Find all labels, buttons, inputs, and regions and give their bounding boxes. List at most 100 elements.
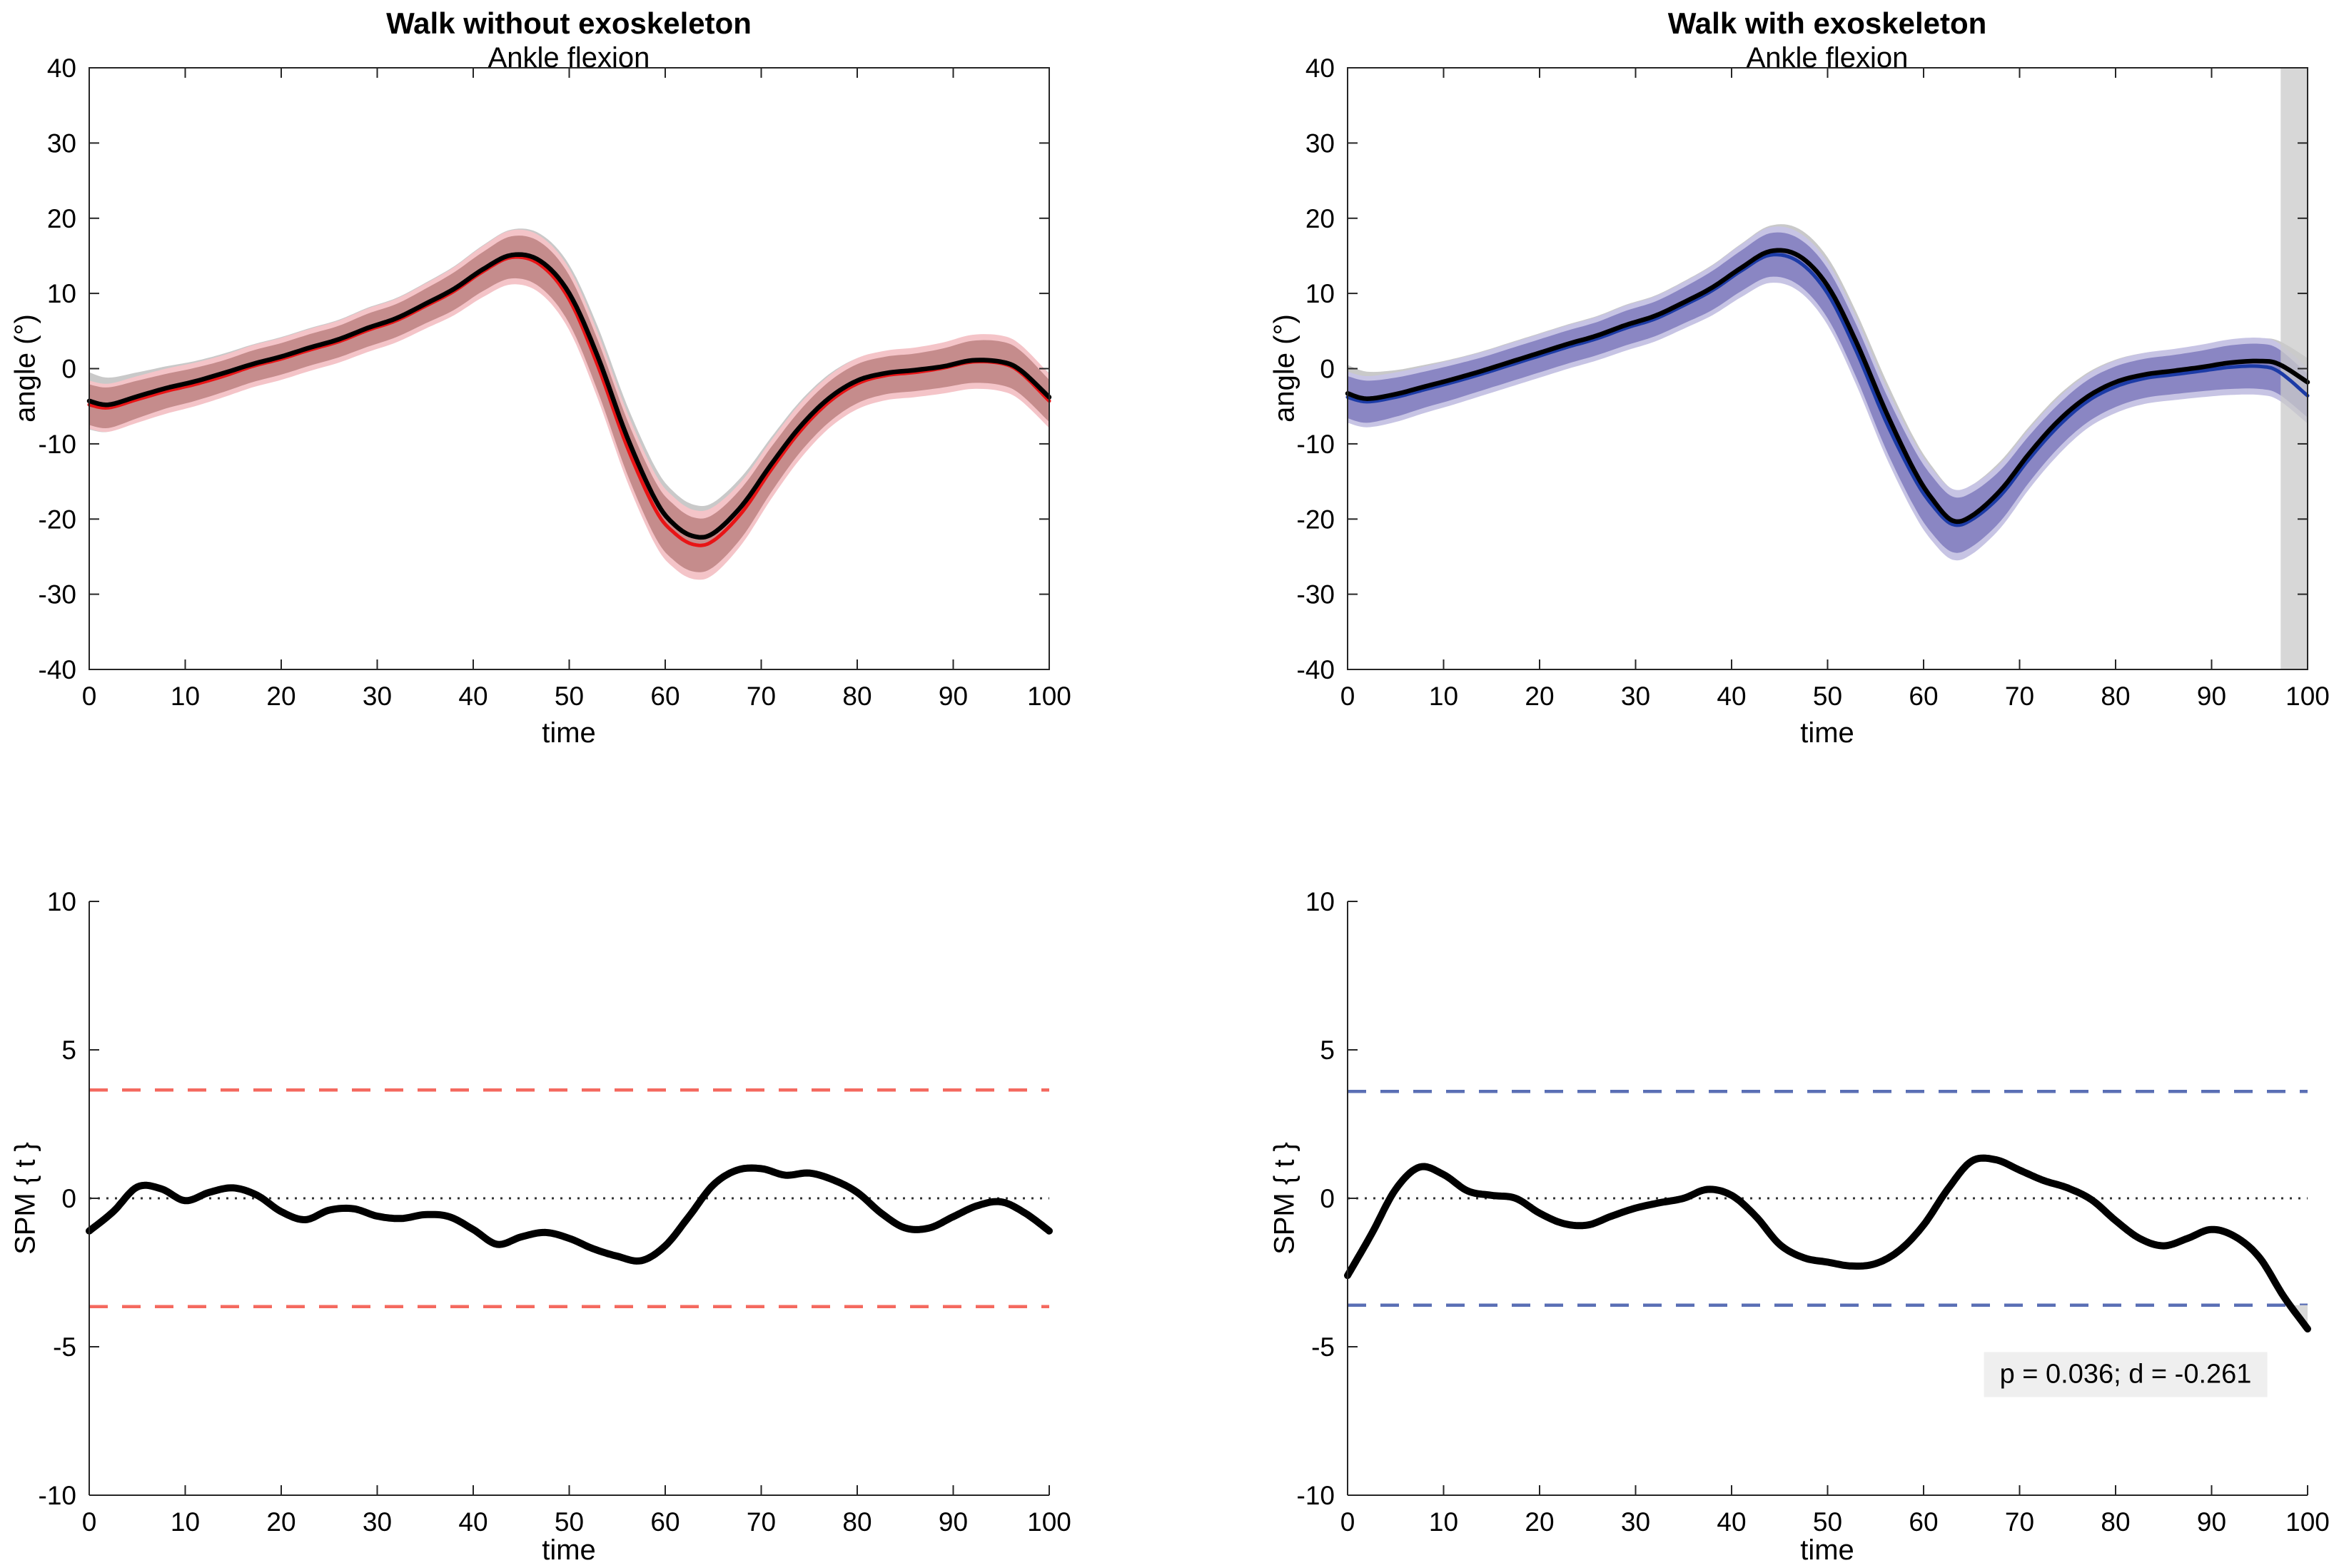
x-tick-label: 40 bbox=[1717, 1507, 1746, 1537]
y-tick-label: 30 bbox=[47, 128, 76, 158]
subplot-angle-without-exo: 0 10 20 30 40 50 60 70 80 90 100 -40 -30 -20 -10 0 10 20 3… bbox=[39, 54, 1071, 711]
x-tick-label: 100 bbox=[1027, 682, 1071, 711]
y-tick-label: 0 bbox=[61, 355, 76, 384]
x-tick-label: 0 bbox=[1340, 682, 1355, 711]
y-tick-label: 10 bbox=[47, 279, 76, 308]
x-tick-label: 80 bbox=[842, 682, 872, 711]
y-tick-label: -40 bbox=[1297, 655, 1335, 684]
x-tick-label: 70 bbox=[2005, 1507, 2034, 1537]
x-tick-label: 30 bbox=[363, 1507, 392, 1537]
x-tick-label: 40 bbox=[458, 1507, 487, 1537]
y-axis-label: SPM { t } bbox=[9, 1142, 41, 1255]
x-tick-label: 90 bbox=[2197, 1507, 2226, 1537]
mean-line-condition bbox=[1345, 253, 2310, 527]
y-tick-label: 10 bbox=[47, 887, 76, 916]
x-tick-label: 70 bbox=[747, 1507, 776, 1537]
subplot-spm-with-exo: 0 10 20 30 40 50 60 70 80 90 100 -10 -5 0 5 10 bbox=[1297, 887, 2330, 1537]
y-tick-label: -30 bbox=[1297, 580, 1335, 610]
plot-title: Walk with exoskeleton bbox=[1667, 6, 1987, 40]
y-tick-label: 0 bbox=[1320, 1184, 1335, 1213]
x-tick-label: 40 bbox=[1717, 682, 1746, 711]
y-tick-label: 40 bbox=[1305, 54, 1335, 83]
y-tick-label: 10 bbox=[1305, 279, 1335, 308]
mean-line-black bbox=[86, 252, 1052, 540]
x-tick-label: 70 bbox=[747, 682, 776, 711]
x-tick-label: 20 bbox=[1525, 1507, 1554, 1537]
x-tick-label: 10 bbox=[1429, 682, 1458, 711]
x-tick-label: 60 bbox=[1909, 682, 1938, 711]
confidence-band bbox=[89, 236, 1049, 572]
x-tick-label: 90 bbox=[2197, 682, 2226, 711]
y-axis-label: angle (°) bbox=[9, 314, 41, 423]
x-tick-label: 60 bbox=[650, 682, 680, 711]
spm-t-curve bbox=[1344, 1154, 2311, 1332]
p-value-annotation: p = 0.036; d = -0.261 bbox=[1984, 1352, 2268, 1397]
x-tick-label: 100 bbox=[1027, 1507, 1071, 1537]
y-tick-label: -5 bbox=[1311, 1332, 1335, 1362]
y-tick-label: -10 bbox=[39, 430, 76, 459]
mean-line-black bbox=[1345, 248, 2310, 525]
plot-title: Walk without exoskeleton bbox=[386, 6, 752, 40]
x-tick-label: 40 bbox=[458, 682, 487, 711]
x-tick-label: 0 bbox=[82, 682, 97, 711]
y-tick-label: 30 bbox=[1305, 128, 1335, 158]
x-tick-label: 30 bbox=[363, 682, 392, 711]
x-tick-label: 50 bbox=[1813, 1507, 1842, 1537]
y-tick-label: -30 bbox=[39, 580, 76, 610]
y-tick-label: -10 bbox=[1297, 430, 1335, 459]
x-tick-label: 100 bbox=[2285, 1507, 2330, 1537]
y-axis-label: SPM { t } bbox=[1268, 1142, 1300, 1255]
y-tick-label: 20 bbox=[1305, 204, 1335, 233]
x-tick-label: 0 bbox=[1340, 1507, 1355, 1537]
mean-line-condition bbox=[87, 255, 1051, 547]
x-tick-label: 0 bbox=[82, 1507, 97, 1537]
x-tick-label: 10 bbox=[171, 1507, 200, 1537]
x-tick-label: 10 bbox=[171, 682, 200, 711]
x-tick-label: 10 bbox=[1429, 1507, 1458, 1537]
x-tick-label: 90 bbox=[939, 1507, 968, 1537]
y-tick-label: 0 bbox=[1320, 355, 1335, 384]
x-tick-label: 50 bbox=[1813, 682, 1842, 711]
x-tick-label: 60 bbox=[650, 1507, 680, 1537]
y-tick-label: 20 bbox=[47, 204, 76, 233]
title-right: Walk with exoskeleton Ankle flexion bbox=[1668, 6, 1987, 74]
spm-t-curve bbox=[86, 1164, 1053, 1265]
y-axis-label: angle (°) bbox=[1268, 314, 1300, 423]
x-tick-label: 90 bbox=[939, 682, 968, 711]
x-axis-label: time bbox=[1800, 717, 1854, 749]
y-tick-label: -40 bbox=[39, 655, 76, 684]
x-tick-label: 60 bbox=[1909, 1507, 1938, 1537]
title-left: Walk without exoskeleton Ankle flexion bbox=[386, 6, 752, 74]
y-tick-label: 5 bbox=[1320, 1036, 1335, 1065]
plot-subtitle: Ankle flexion bbox=[487, 42, 650, 74]
x-tick-label: 80 bbox=[2101, 682, 2130, 711]
x-axis-label: time bbox=[542, 1534, 596, 1566]
y-tick-label: -10 bbox=[39, 1481, 76, 1510]
x-tick-label: 50 bbox=[555, 682, 584, 711]
x-tick-label: 100 bbox=[2285, 682, 2330, 711]
subplot-spm-without-exo: 0 10 20 30 40 50 60 70 80 90 100 -10 -5 0 5 10 bbox=[39, 887, 1071, 1537]
x-tick-label: 20 bbox=[1525, 682, 1554, 711]
y-tick-label: 5 bbox=[61, 1036, 76, 1065]
x-tick-label: 20 bbox=[266, 1507, 295, 1537]
subplot-angle-with-exo: 0 10 20 30 40 50 60 70 80 90 100 -40 -30 -20 -10 0 10 20 3… bbox=[1297, 54, 2330, 711]
y-tick-label: -5 bbox=[53, 1332, 76, 1362]
y-tick-label: 10 bbox=[1305, 887, 1335, 916]
x-axis-label: time bbox=[542, 717, 596, 749]
y-tick-label: 0 bbox=[61, 1184, 76, 1213]
x-tick-label: 80 bbox=[842, 1507, 872, 1537]
x-tick-label: 30 bbox=[1621, 1507, 1650, 1537]
x-tick-label: 50 bbox=[555, 1507, 584, 1537]
x-tick-label: 70 bbox=[2005, 682, 2034, 711]
y-tick-label: -10 bbox=[1297, 1481, 1335, 1510]
y-tick-label: 40 bbox=[47, 54, 76, 83]
x-tick-label: 20 bbox=[266, 682, 295, 711]
y-tick-label: -20 bbox=[39, 505, 76, 534]
x-tick-label: 80 bbox=[2101, 1507, 2130, 1537]
y-tick-label: -20 bbox=[1297, 505, 1335, 534]
plot-subtitle: Ankle flexion bbox=[1746, 42, 1909, 74]
x-axis-label: time bbox=[1800, 1534, 1854, 1566]
x-tick-label: 30 bbox=[1621, 682, 1650, 711]
